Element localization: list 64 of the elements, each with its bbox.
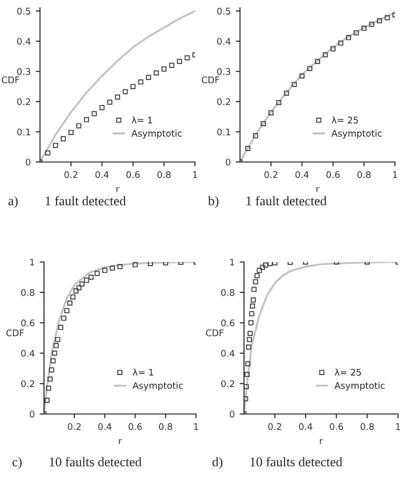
y-tick-label: 1 <box>230 258 234 266</box>
y-tick-label: 0.6 <box>221 320 234 326</box>
y-tick-label: 0.2 <box>17 98 30 106</box>
y-tick-label: 0 <box>230 410 234 418</box>
y-axis-title: CDF <box>6 329 24 336</box>
x-tick-label: 0.8 <box>159 423 172 430</box>
y-tick-label: 0.2 <box>21 380 34 388</box>
x-tick-label: 1 <box>194 423 198 430</box>
y-tick-label: 0 <box>26 158 30 166</box>
legend-label: Asymptotic <box>132 382 183 391</box>
y-tick-label: 0.3 <box>217 68 230 75</box>
text: a) 1 fault detected <box>8 196 126 208</box>
x-tick-label: 0.6 <box>326 171 340 178</box>
legend-label: λ= 1 <box>132 368 154 376</box>
y-tick-label: 0.1 <box>217 128 230 136</box>
y-tick-label: 0.2 <box>217 98 230 106</box>
legend-label: λ= 25 <box>332 116 358 124</box>
legend-label: λ= 1 <box>132 116 152 124</box>
y-tick-label: 0 <box>226 158 230 166</box>
y-tick-label: 0.8 <box>21 289 34 296</box>
x-tick-label: 0.8 <box>157 171 171 178</box>
y-tick-label: 0.5 <box>217 8 230 15</box>
y-tick-label: 1 <box>30 258 34 266</box>
text: d) 10 faults detected <box>212 456 342 470</box>
y-tick-label: 0.8 <box>221 289 234 296</box>
legend-label: Asymptotic <box>331 130 382 138</box>
x-tick-label: 0.6 <box>330 423 344 430</box>
y-tick-label: 0.6 <box>21 320 34 326</box>
x-tick-label: 0.4 <box>299 423 312 430</box>
x-tick-label: 0.2 <box>264 171 278 178</box>
x-tick-label: 0.2 <box>64 171 78 178</box>
x-tick-label: 1 <box>396 423 400 430</box>
y-tick-label: 0.4 <box>21 350 34 357</box>
x-axis-title: r <box>320 439 323 444</box>
y-tick-label: 0.1 <box>17 128 30 136</box>
x-tick-label: 0.8 <box>360 423 374 430</box>
x-tick-label: 0.4 <box>98 423 112 430</box>
text: b) 1 fault detected <box>208 196 327 208</box>
y-tick-label: 0.5 <box>17 8 30 15</box>
x-tick-label: 0.2 <box>268 423 282 430</box>
legend-label: Asymptotic <box>131 130 182 138</box>
x-tick-label: 0.2 <box>68 423 81 430</box>
x-tick-label: 0.4 <box>95 171 109 178</box>
x-tick-label: 0.6 <box>126 171 140 178</box>
y-axis-title: CDF <box>2 76 20 84</box>
y-tick-label: 0.2 <box>221 380 234 388</box>
y-tick-label: 0.3 <box>17 68 30 75</box>
x-tick-label: 0.6 <box>128 423 142 430</box>
legend-label: λ= 25 <box>334 368 361 376</box>
y-tick-label: 0.4 <box>221 350 234 357</box>
legend-label: Asymptotic <box>334 382 385 391</box>
x-axis-title: r <box>116 187 120 192</box>
text: c) 10 faults detected <box>12 456 142 470</box>
x-tick-label: 0.8 <box>357 171 371 178</box>
y-tick-label: 0.4 <box>17 38 30 45</box>
x-tick-label: 1 <box>193 171 198 178</box>
x-axis-title: r <box>118 439 122 444</box>
x-tick-label: 1 <box>393 171 398 178</box>
y-tick-label: 0 <box>30 410 34 418</box>
x-axis-title: r <box>316 187 320 192</box>
y-tick-label: 0.4 <box>217 38 230 45</box>
y-axis-title: CDF <box>206 329 224 336</box>
x-tick-label: 0.4 <box>295 171 309 178</box>
y-axis-title: CDF <box>202 76 220 84</box>
